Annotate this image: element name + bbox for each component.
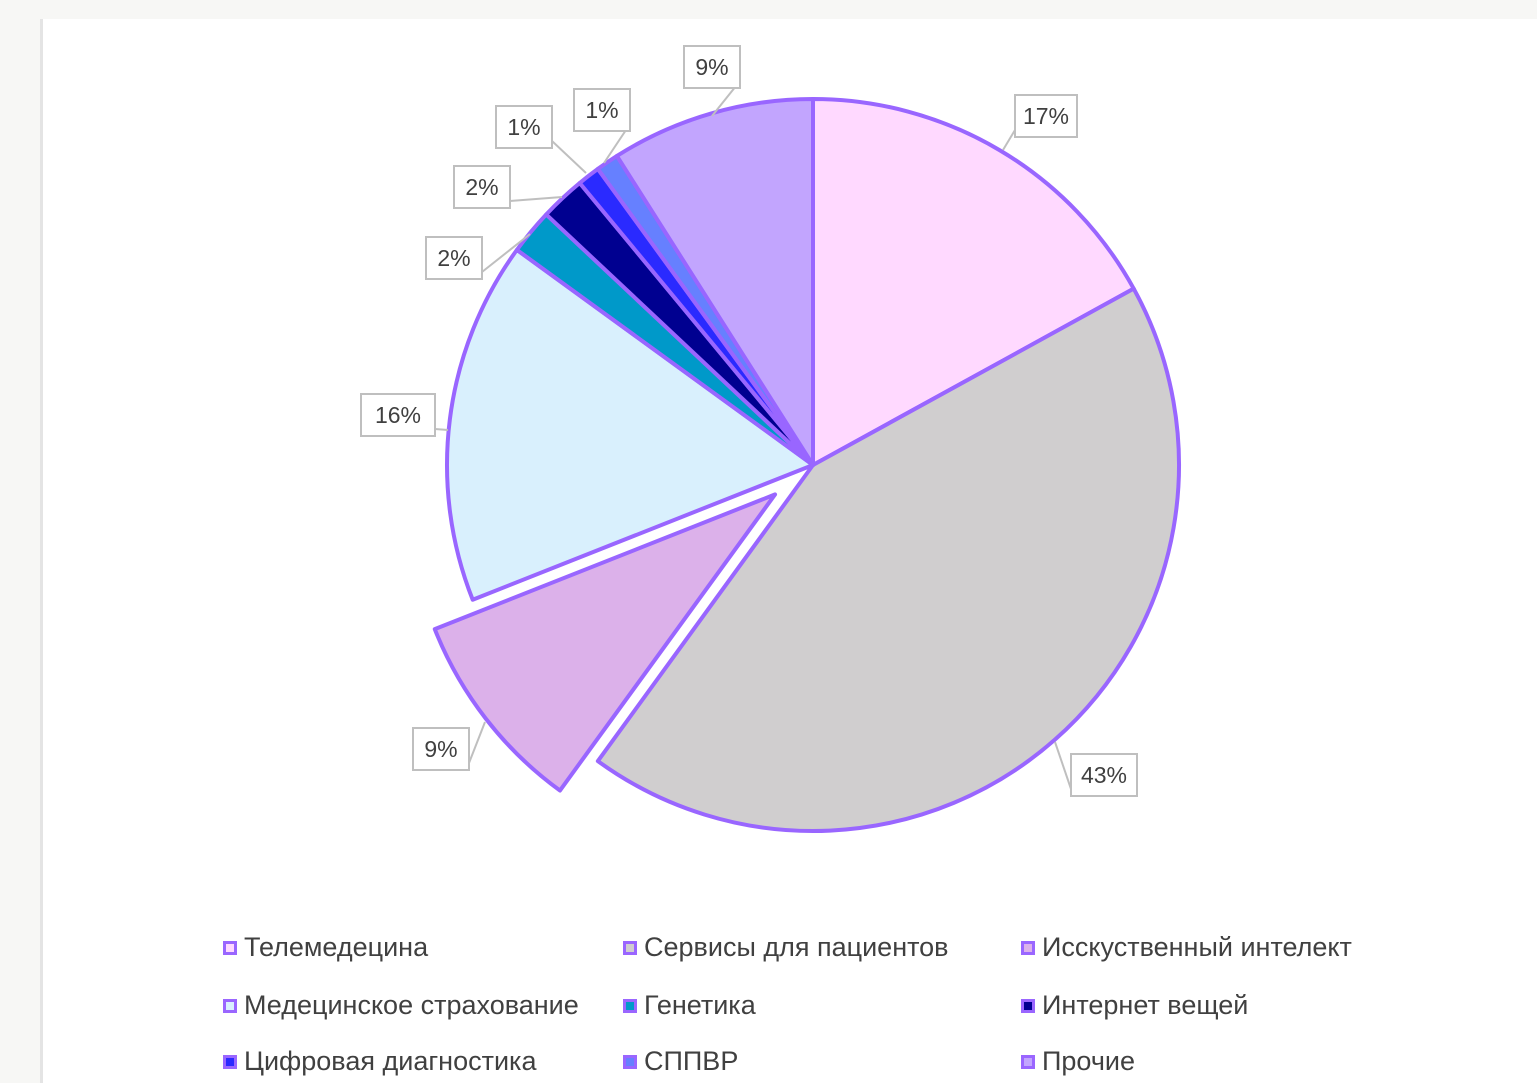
legend-item-patient-services: Сервисы для пациентов xyxy=(623,932,949,963)
legend-swatch xyxy=(623,940,637,955)
legend-item-iot: Интернет вещей xyxy=(1021,990,1248,1021)
legend-label: СППВР xyxy=(644,1046,739,1076)
legend-swatch xyxy=(1021,998,1035,1013)
legend-label: Сервисы для пациентов xyxy=(644,932,949,962)
legend: Телемедецина Сервисы для пациентов Исску… xyxy=(223,932,1443,1082)
legend-label: Интернет вещей xyxy=(1042,990,1249,1020)
leader-line xyxy=(1054,741,1072,790)
pie-slice xyxy=(595,286,1181,833)
pie-slice xyxy=(445,247,815,602)
pie-data-labels: 17% 43% 9% 16% 2% 2% 1% 1% 9% xyxy=(360,45,1138,797)
data-label: 43% xyxy=(1081,762,1127,788)
legend-item-ai: Исскуственный интелект xyxy=(1021,932,1352,963)
data-label-box xyxy=(360,393,436,437)
legend-swatch xyxy=(623,998,637,1013)
pie-slices xyxy=(432,97,1181,833)
legend-item-medical-insurance: Медецинское страхование xyxy=(223,990,579,1021)
legend-swatch xyxy=(1021,940,1035,955)
pie-slice xyxy=(432,492,778,793)
data-label: 2% xyxy=(437,245,470,271)
data-label: 9% xyxy=(695,54,728,80)
leader-line xyxy=(1002,129,1016,151)
legend-swatch xyxy=(223,1054,237,1069)
data-label: 1% xyxy=(507,114,540,140)
data-label-box xyxy=(425,236,483,280)
data-label-box xyxy=(1014,94,1078,138)
legend-item-other: Прочие xyxy=(1021,1046,1135,1077)
legend-label: Цифровая диагностика xyxy=(244,1046,537,1076)
leader-line xyxy=(434,428,449,431)
legend-item-digital-diagnostics: Цифровая диагностика xyxy=(223,1046,536,1077)
legend-label: Медецинское страхование xyxy=(244,990,579,1020)
data-label-box xyxy=(495,105,553,149)
legend-item-sppvr: СППВР xyxy=(623,1046,738,1077)
data-label-box xyxy=(683,45,741,89)
legend-swatch xyxy=(623,1054,637,1069)
leader-line xyxy=(509,196,563,202)
data-label-box xyxy=(412,727,470,771)
legend-label: Телемедецина xyxy=(244,932,429,962)
leader-line xyxy=(468,721,486,764)
data-label-box xyxy=(453,165,511,209)
legend-item-telemedicine: Телемедецина xyxy=(223,932,428,963)
data-label: 2% xyxy=(465,174,498,200)
legend-label: Прочие xyxy=(1042,1046,1136,1076)
data-label-box xyxy=(1070,753,1138,797)
data-label: 1% xyxy=(585,97,618,123)
legend-swatch xyxy=(223,998,237,1013)
leader-line xyxy=(551,140,587,174)
pie-slice xyxy=(614,97,815,467)
legend-item-genetics: Генетика xyxy=(623,990,756,1021)
data-label: 17% xyxy=(1023,103,1069,129)
data-label-box xyxy=(573,88,631,132)
legend-label: Генетика xyxy=(644,990,756,1020)
pie-slice xyxy=(811,97,1136,467)
data-label: 16% xyxy=(375,402,421,428)
data-label: 9% xyxy=(424,736,457,762)
legend-swatch xyxy=(223,940,237,955)
legend-swatch xyxy=(1021,1054,1035,1069)
leader-line xyxy=(481,233,531,273)
legend-label: Исскуственный интелект xyxy=(1042,932,1352,962)
